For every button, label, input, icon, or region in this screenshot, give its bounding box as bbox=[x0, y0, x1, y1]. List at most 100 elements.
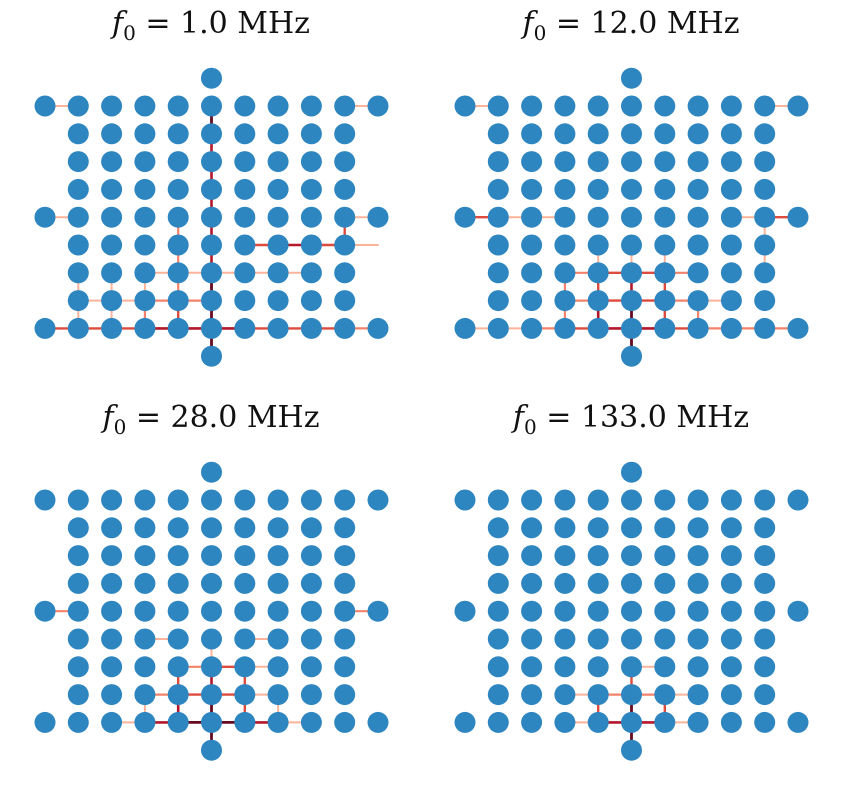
node-4-5-3 bbox=[621, 572, 642, 594]
node-1-2-0 bbox=[101, 95, 123, 117]
node-3-7-8 bbox=[267, 711, 289, 733]
node-1-7-0 bbox=[267, 95, 289, 117]
node-4-7-5 bbox=[687, 628, 709, 650]
node-1-9-2 bbox=[334, 151, 356, 173]
node-1-4-4 bbox=[167, 206, 189, 228]
node-2-2-8 bbox=[521, 317, 543, 339]
node-1-4-6 bbox=[167, 262, 189, 284]
node-3-2-8 bbox=[101, 711, 123, 733]
node-4-4-4 bbox=[587, 600, 609, 622]
node-3-8-6 bbox=[300, 656, 322, 678]
node-3-5-6 bbox=[201, 656, 222, 678]
node-3-5-1 bbox=[201, 517, 222, 539]
panel-4-edges bbox=[563, 665, 700, 752]
node-4-9-2 bbox=[754, 545, 776, 567]
node-1-10-8 bbox=[367, 317, 389, 339]
node-1-7-6 bbox=[267, 262, 289, 284]
node-1-9-7 bbox=[334, 290, 356, 312]
node-1-5-3 bbox=[201, 178, 222, 200]
node-1-4-5 bbox=[167, 234, 189, 256]
node-3-0-0 bbox=[34, 489, 56, 511]
node-1-5-1 bbox=[201, 123, 222, 145]
node-1-4-1 bbox=[167, 123, 189, 145]
node-2-3-6 bbox=[554, 262, 576, 284]
node-3-6-8 bbox=[234, 711, 256, 733]
node-3-1-4 bbox=[67, 600, 89, 622]
node-2-5--1 bbox=[621, 67, 642, 89]
node-1-1-7 bbox=[67, 290, 89, 312]
node-3-4-6 bbox=[167, 656, 189, 678]
node-4-3-7 bbox=[554, 684, 576, 706]
node-4-5-6 bbox=[621, 656, 642, 678]
node-3-4-2 bbox=[167, 545, 189, 567]
panel-1-nodes bbox=[34, 67, 389, 367]
node-1-8-0 bbox=[300, 95, 322, 117]
node-4-10-4 bbox=[787, 600, 809, 622]
node-1-2-5 bbox=[101, 234, 123, 256]
node-2-2-4 bbox=[521, 206, 543, 228]
node-1-6-6 bbox=[234, 262, 256, 284]
node-3-2-7 bbox=[101, 684, 123, 706]
node-2-4-0 bbox=[587, 95, 609, 117]
node-4-5-0 bbox=[621, 489, 642, 511]
node-3-2-5 bbox=[101, 628, 123, 650]
node-4-0-8 bbox=[454, 711, 476, 733]
node-1-5-0 bbox=[201, 95, 222, 117]
node-2-0-0 bbox=[454, 95, 476, 117]
node-2-7-5 bbox=[687, 234, 709, 256]
node-4-1-7 bbox=[487, 684, 509, 706]
node-2-7-7 bbox=[687, 290, 709, 312]
node-3-1-7 bbox=[67, 684, 89, 706]
node-2-1-8 bbox=[487, 317, 509, 339]
node-4-0-4 bbox=[454, 600, 476, 622]
node-3-7-0 bbox=[267, 489, 289, 511]
node-2-6-5 bbox=[654, 234, 676, 256]
node-1-1-6 bbox=[67, 262, 89, 284]
node-1-0-0 bbox=[34, 95, 56, 117]
node-2-4-2 bbox=[587, 151, 609, 173]
node-3-1-2 bbox=[67, 545, 89, 567]
node-2-5-0 bbox=[621, 95, 642, 117]
node-3-9-5 bbox=[334, 628, 356, 650]
node-3-7-2 bbox=[267, 545, 289, 567]
node-1-7-5 bbox=[267, 234, 289, 256]
node-1-7-7 bbox=[267, 290, 289, 312]
node-3-5-5 bbox=[201, 628, 222, 650]
node-3-0-8 bbox=[34, 711, 56, 733]
node-3-6-6 bbox=[234, 656, 256, 678]
node-2-8-8 bbox=[720, 317, 742, 339]
node-3-3-7 bbox=[134, 684, 156, 706]
node-3-1-3 bbox=[67, 572, 89, 594]
node-4-1-1 bbox=[487, 517, 509, 539]
panel-3-title: f0 = 28.0 MHz bbox=[100, 400, 319, 439]
node-3-6-4 bbox=[234, 600, 256, 622]
node-4-9-7 bbox=[754, 684, 776, 706]
node-2-4-7 bbox=[587, 290, 609, 312]
node-2-4-6 bbox=[587, 262, 609, 284]
node-2-10-0 bbox=[787, 95, 809, 117]
node-2-6-1 bbox=[654, 123, 676, 145]
node-4-3-6 bbox=[554, 656, 576, 678]
node-4-8-3 bbox=[720, 572, 742, 594]
node-4-2-1 bbox=[521, 517, 543, 539]
node-1-3-0 bbox=[134, 95, 156, 117]
node-2-4-5 bbox=[587, 234, 609, 256]
node-1-5--1 bbox=[201, 67, 222, 89]
node-2-8-0 bbox=[720, 95, 742, 117]
node-2-7-6 bbox=[687, 262, 709, 284]
node-2-1-6 bbox=[487, 262, 509, 284]
node-3-7-6 bbox=[267, 656, 289, 678]
node-3-5-9 bbox=[201, 739, 222, 761]
node-3-4-0 bbox=[167, 489, 189, 511]
node-2-3-5 bbox=[554, 234, 576, 256]
node-3-2-1 bbox=[101, 517, 123, 539]
node-1-3-4 bbox=[134, 206, 156, 228]
node-2-3-1 bbox=[554, 123, 576, 145]
node-2-7-3 bbox=[687, 178, 709, 200]
node-2-6-8 bbox=[654, 317, 676, 339]
node-1-3-5 bbox=[134, 234, 156, 256]
node-1-7-8 bbox=[267, 317, 289, 339]
node-3-2-4 bbox=[101, 600, 123, 622]
node-2-2-2 bbox=[521, 151, 543, 173]
node-3-10-8 bbox=[367, 711, 389, 733]
